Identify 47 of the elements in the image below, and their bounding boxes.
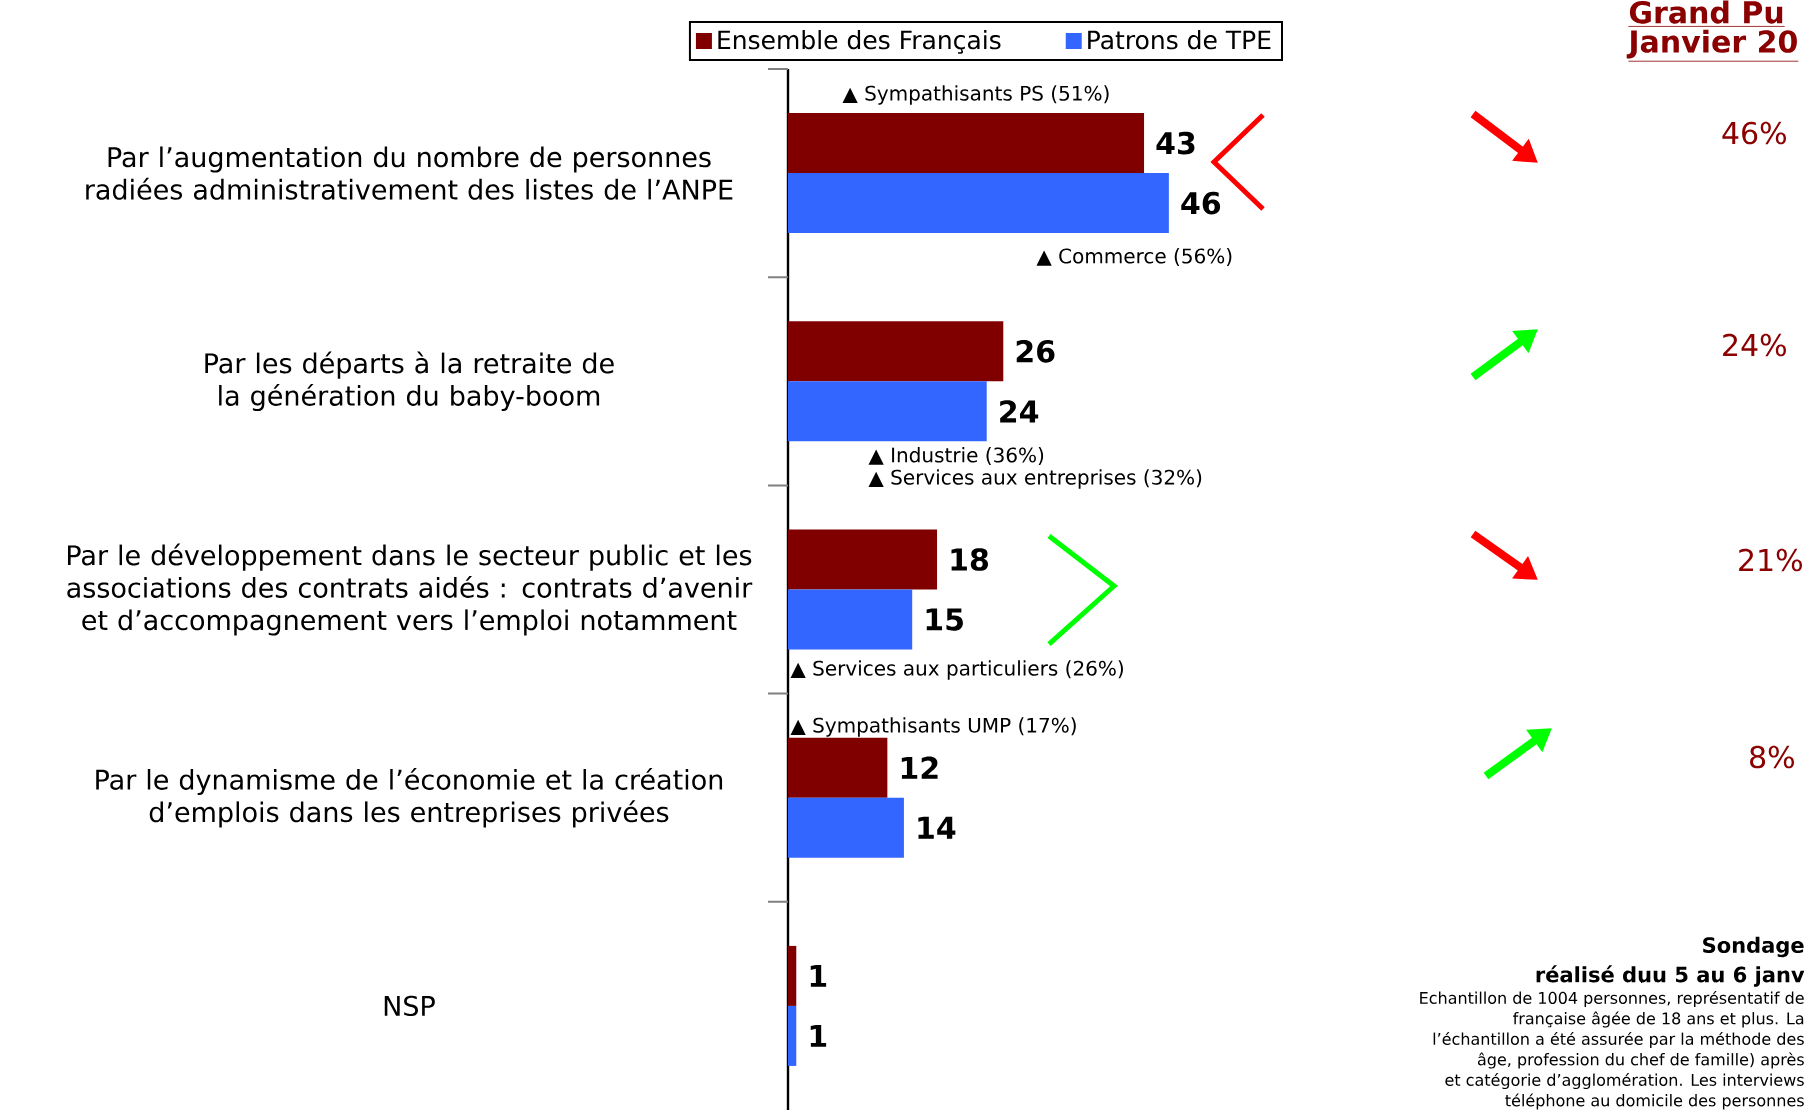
y-tick-label: Par les départs à la retraite de la génération du baby-boom: [205, 351, 614, 412]
text: Sondage: [1703, 936, 1804, 958]
bar: [788, 321, 1004, 382]
annotation: ▲ Commerce (56%): [1036, 248, 1232, 266]
text: réalisé duu 5 au 6 janv: [1536, 965, 1805, 987]
data-label: 15: [926, 608, 963, 631]
data-label: 14: [918, 816, 956, 839]
data-label: 24: [1000, 400, 1039, 423]
text: Janvier 20: [1626, 29, 1797, 59]
text: 24%: [1723, 333, 1786, 357]
y-tick-label: NSP: [384, 995, 435, 1017]
text: téléphone au domicile des personnes: [1505, 1093, 1804, 1110]
text: âge, profession du chef de famille) après: [1477, 1052, 1804, 1069]
data-label: 18: [951, 548, 988, 571]
data-label: 43: [1156, 131, 1195, 155]
text: Grand Pu: [1629, 0, 1783, 24]
bar: [788, 529, 938, 590]
text: 46%: [1722, 121, 1786, 145]
text: française âgée de 18 ans et plus. La: [1513, 1011, 1804, 1028]
bar: [788, 1005, 797, 1066]
bar: [788, 945, 797, 1006]
y-tick-label: Par l’augmentation du nombre de personnes radiées administrativement des listes de l’ANPE: [86, 146, 733, 200]
text: et catégorie d’agglomération. Les interviews: [1445, 1072, 1804, 1090]
text: 8%: [1750, 745, 1794, 769]
data-label: 1: [810, 1024, 827, 1047]
data-label: 12: [901, 756, 938, 779]
data-label: 1: [810, 964, 827, 987]
data-label: 26: [1016, 339, 1055, 363]
legend-label: Ensemble des Français: [718, 30, 1001, 54]
bar: [788, 113, 1145, 174]
annotation: ▲ Services aux entreprises (32%): [868, 469, 1202, 489]
text: Echantillon de 1004 personnes, représentatif de: [1420, 990, 1804, 1008]
bar: [788, 589, 913, 650]
bar: [788, 797, 904, 858]
y-tick-label: Par le développement dans le secteur public et les associations des contrats aidés : contrats d’avenir et d’accompagnement vers l’emploi notamment: [67, 543, 753, 636]
bar: [788, 381, 987, 442]
annotation: ▲ Sympathisants UMP (17%): [790, 717, 1076, 737]
bar: [788, 737, 888, 798]
y-tick-label: Par le dynamisme de l’économie et la création d’emplois dans les entreprises privées: [96, 767, 723, 828]
annotation: ▲ Sympathisants PS (51%): [842, 85, 1109, 105]
text: 21%: [1739, 548, 1802, 572]
text: l’échantillon a été assurée par la méthode des: [1433, 1031, 1804, 1049]
legend-label: Patrons de TPE: [1088, 30, 1271, 50]
bar: [788, 173, 1169, 234]
annotation: ▲ Industrie (36%): [868, 447, 1044, 465]
data-label: 46: [1181, 191, 1221, 215]
annotation: ▲ Services aux particuliers (26%): [790, 660, 1123, 680]
